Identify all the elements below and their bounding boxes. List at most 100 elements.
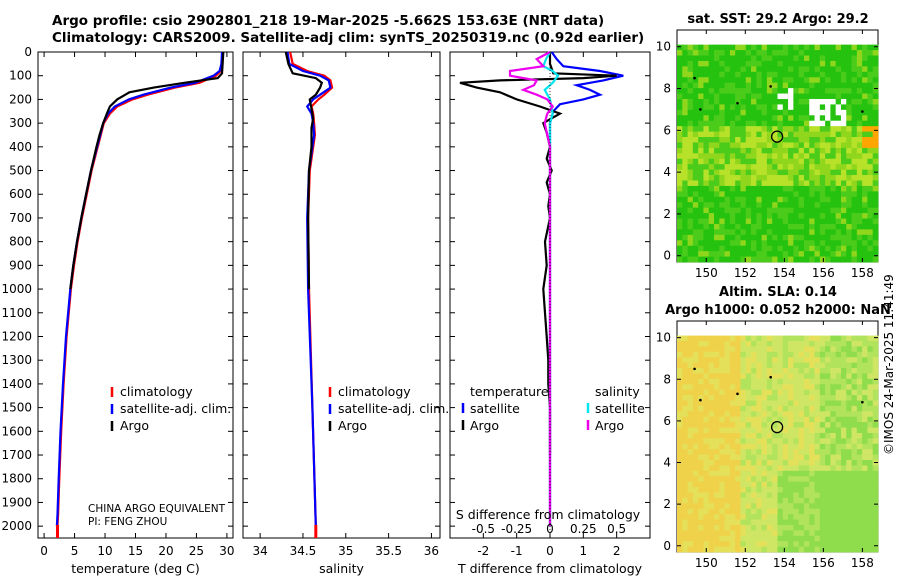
sst_map-cell: [724, 202, 731, 209]
sst_map-cell: [677, 77, 683, 84]
sla_map-cell: [761, 514, 768, 520]
salinity-xlabel: salinity: [319, 561, 364, 576]
sst_map-cell: [677, 104, 683, 111]
sla_map-cell: [708, 492, 715, 499]
sla_map-cell: [766, 454, 773, 461]
sst_map-cell: [798, 60, 805, 67]
sst_map-cell: [862, 251, 868, 257]
sst_map-cell: [714, 196, 720, 203]
sla_map-cell: [814, 530, 821, 537]
sla_map-cell: [788, 519, 794, 526]
sst_map-cell: [698, 158, 704, 165]
sla_map-cell: [687, 395, 694, 401]
sst_map-cell: [703, 158, 710, 165]
sst_map-cell: [867, 191, 874, 198]
sst_map-cell: [830, 240, 837, 247]
sst_map-cell: [846, 207, 852, 214]
sla_map-cell: [851, 465, 858, 472]
sst_map-cell: [777, 82, 784, 89]
sla_map-cell: [703, 357, 710, 364]
sla_map-cell: [677, 524, 683, 531]
sst_map-cell: [835, 115, 842, 122]
sst_map-cell: [682, 223, 688, 230]
sla_map-cell: [724, 362, 731, 369]
sst_map-cell: [745, 185, 752, 192]
sst_map-cell: [719, 196, 726, 203]
sla_map-cell: [814, 422, 821, 428]
sst_map-cell: [835, 77, 842, 84]
sst_map-cell: [798, 213, 805, 219]
sla_map-cell: [724, 351, 731, 358]
sst_map-cell: [782, 44, 789, 51]
sla_map-cell: [698, 378, 704, 385]
sla_map-cell: [708, 368, 715, 374]
sst_map-cell: [803, 104, 810, 111]
sla_map-cell: [798, 340, 805, 347]
sla_map-cell: [724, 481, 731, 488]
sst_map-cell: [740, 223, 747, 230]
sst_map-cell: [692, 126, 699, 132]
sst_map-cell: [862, 142, 868, 149]
sla_map-cell: [856, 443, 863, 450]
sst_map-cell: [756, 88, 763, 94]
sla_map-cell: [840, 368, 847, 374]
sst_map-cell: [729, 55, 736, 62]
sst_map-cell: [772, 120, 778, 127]
sst_map-cell: [846, 240, 852, 247]
sla_map-cell: [756, 351, 763, 358]
sla_map-cell: [830, 497, 837, 504]
sla_map-cell: [719, 384, 726, 391]
sst_map-cell: [751, 223, 757, 230]
sst_map-cell: [745, 213, 752, 219]
sst_map-cell: [782, 191, 789, 198]
sla_map-cell: [714, 535, 720, 542]
sla_map-cell: [777, 508, 784, 515]
sst_map-cell: [692, 55, 699, 62]
sla_map-cell: [846, 503, 852, 510]
sst_map-cell: [766, 223, 773, 230]
sla_map-cell: [777, 497, 784, 504]
sst_map-cell: [703, 164, 710, 171]
sst_map-cell: [788, 137, 794, 143]
sla_map-cell: [814, 519, 821, 526]
sla_map-cell: [835, 384, 842, 391]
sst_map-cell: [687, 115, 694, 122]
sla_map-cell: [682, 470, 688, 477]
sst_map-cell: [751, 77, 757, 84]
sla_map-cell: [830, 335, 837, 342]
sla_map-cell: [856, 335, 863, 342]
salinity-series-argo: [284, 51, 324, 290]
sst_map-cell: [740, 158, 747, 165]
sst_map-cell: [761, 196, 768, 203]
sla_map-xtick-label: 158: [851, 556, 874, 570]
sla_map-cell: [840, 373, 847, 380]
sla_map-cell: [772, 395, 778, 401]
sla_map-cell: [798, 351, 805, 358]
sst_map-cell: [777, 180, 784, 187]
sst_map-cell: [856, 153, 863, 160]
sst_map-cell: [740, 164, 747, 171]
sst_map-cell: [761, 191, 768, 198]
sla_map-cell: [835, 405, 842, 412]
sst_map-cell: [708, 98, 715, 105]
sla_map-cell: [803, 346, 810, 353]
sla_map-cell: [846, 476, 852, 483]
sst_map-cell: [745, 50, 752, 56]
sla_map-cell: [867, 335, 874, 342]
sla_map-cell: [677, 378, 683, 385]
sst_map-cell: [698, 175, 704, 181]
sla_map-cell: [714, 470, 720, 477]
sst_map-cell: [793, 77, 800, 84]
sla_map-cell: [692, 395, 699, 401]
sla_map-cell: [793, 438, 800, 445]
sla_map-cell: [830, 346, 837, 353]
difference-legend-label: satellite: [470, 401, 520, 416]
sla_map-cell: [809, 524, 815, 531]
sla_map-cell: [692, 351, 699, 358]
sla_map-cell: [745, 454, 752, 461]
sst_map-cell: [862, 185, 868, 192]
sla_map-cell: [751, 373, 757, 380]
sst_map-cell: [825, 240, 831, 247]
sla_map-cell: [851, 497, 858, 504]
sla_map-cell: [772, 340, 778, 347]
